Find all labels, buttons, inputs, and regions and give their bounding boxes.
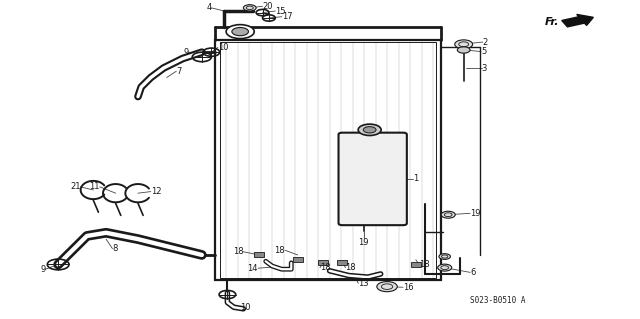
Bar [254,252,264,257]
Bar [220,42,436,278]
Circle shape [226,25,254,39]
Circle shape [243,5,256,11]
Text: 10: 10 [218,43,228,52]
Text: 11: 11 [89,182,100,191]
Text: 10: 10 [240,303,251,312]
Text: 18: 18 [346,263,356,272]
Text: 1: 1 [413,174,418,183]
Text: 19: 19 [358,239,369,248]
Text: 19: 19 [470,209,481,218]
Text: 2: 2 [483,38,488,47]
Text: 15: 15 [275,6,286,16]
Circle shape [377,282,397,292]
Circle shape [458,47,470,53]
Circle shape [364,127,376,133]
Text: 18: 18 [320,263,331,272]
Bar [318,260,328,265]
Circle shape [441,211,455,218]
Circle shape [439,254,451,259]
Circle shape [438,264,452,271]
Bar [214,40,442,280]
Text: 12: 12 [151,187,161,196]
Text: 18: 18 [419,260,429,269]
Circle shape [358,124,381,136]
Text: 18: 18 [275,246,285,255]
Bar [337,260,348,265]
Text: 14: 14 [248,264,258,273]
Bar [292,257,303,262]
Text: 5: 5 [481,47,486,56]
Text: 7: 7 [176,67,182,76]
Text: 16: 16 [403,283,413,292]
Text: S023-B0510 A: S023-B0510 A [470,296,525,305]
FancyArrow shape [562,14,593,27]
Text: 6: 6 [470,268,476,277]
FancyBboxPatch shape [339,133,407,225]
Text: 21: 21 [70,182,81,191]
Text: 8: 8 [113,244,118,253]
Text: 3: 3 [481,63,487,72]
Text: 4: 4 [206,3,211,12]
Text: 13: 13 [358,279,369,288]
Text: 18: 18 [233,247,243,256]
Circle shape [232,27,248,36]
Text: Fr.: Fr. [545,17,559,27]
Circle shape [455,40,472,49]
Text: 9: 9 [40,265,45,274]
Bar [411,262,421,267]
Text: 17: 17 [282,12,292,21]
Text: 20: 20 [262,2,273,11]
Text: 9: 9 [184,48,189,57]
